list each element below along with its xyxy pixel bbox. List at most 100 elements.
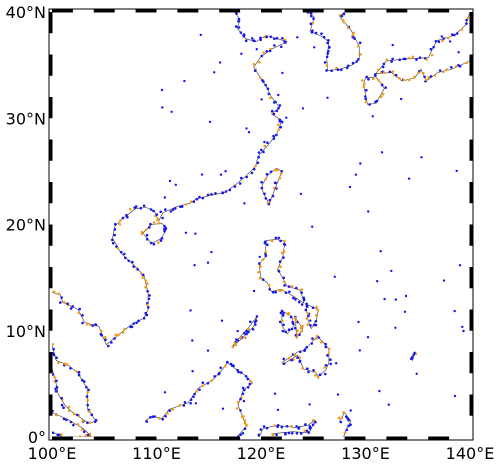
orange-point	[52, 343, 54, 346]
orange-point	[278, 176, 282, 180]
blue-point	[259, 36, 262, 40]
blue-point	[159, 210, 162, 214]
blue-point	[255, 48, 258, 51]
y-tick-label: 30°N	[6, 109, 46, 128]
orange-point	[72, 412, 76, 416]
orange-point	[243, 422, 247, 425]
orange-point	[233, 341, 237, 345]
orange-point	[381, 92, 385, 96]
blue-point	[273, 37, 276, 41]
x-tick-label: 100°E	[28, 444, 77, 463]
frame-border	[48, 8, 474, 441]
blue-point	[125, 213, 128, 217]
blue-point	[250, 171, 254, 175]
orange-point	[254, 164, 257, 168]
blue-point	[307, 431, 311, 434]
blue-point	[453, 309, 456, 313]
blue-point	[201, 381, 205, 385]
blue-point	[365, 75, 369, 79]
coastline	[144, 362, 254, 437]
blue-point	[477, 55, 480, 58]
blue-point	[141, 273, 145, 277]
blue-point	[183, 401, 187, 404]
blue-point	[121, 216, 125, 220]
blue-point	[297, 426, 301, 430]
blue-point	[86, 403, 89, 407]
blue-point	[246, 386, 250, 389]
blue-point	[145, 420, 149, 423]
orange-point	[239, 336, 242, 340]
blue-point	[240, 176, 243, 180]
orange-point	[258, 60, 261, 64]
blue-point	[358, 349, 361, 352]
blue-point	[237, 370, 240, 374]
blue-point	[354, 173, 358, 176]
orange-point	[57, 292, 60, 296]
blue-point	[161, 216, 164, 220]
blue-point	[170, 110, 173, 114]
orange-point	[306, 323, 310, 327]
coastline	[281, 310, 295, 335]
blue-point	[76, 413, 79, 417]
orange-point	[417, 71, 420, 75]
blue-point	[289, 315, 293, 319]
blue-point	[257, 433, 261, 437]
orange-point	[277, 128, 281, 132]
orange-point	[279, 265, 282, 269]
blue-point	[110, 341, 113, 344]
blue-point	[299, 192, 303, 196]
blue-point	[429, 47, 433, 51]
blue-point	[260, 148, 263, 152]
orange-point	[446, 36, 450, 40]
blue-point	[266, 87, 270, 90]
blue-point	[243, 202, 246, 205]
orange-point	[114, 333, 117, 337]
orange-point	[235, 407, 239, 410]
blue-point	[81, 378, 84, 382]
orange-point	[195, 390, 198, 393]
orange-point	[303, 429, 307, 433]
orange-point	[413, 75, 416, 79]
orange-point	[117, 333, 120, 337]
blue-point	[191, 370, 194, 373]
blue-point	[327, 39, 330, 42]
orange-point	[311, 418, 315, 422]
blue-point	[359, 162, 362, 165]
blue-point	[314, 31, 318, 35]
blue-point	[438, 69, 442, 72]
blue-point	[132, 265, 135, 268]
blue-point	[282, 276, 286, 280]
blue-point	[453, 394, 457, 398]
blue-point	[243, 427, 247, 431]
orange-point	[377, 78, 380, 82]
orange-point	[118, 219, 122, 223]
blue-point	[376, 280, 379, 283]
blue-point	[265, 35, 268, 39]
blue-point	[314, 420, 317, 424]
blue-point	[244, 39, 248, 43]
blue-point	[364, 97, 368, 101]
blue-point	[189, 309, 192, 312]
blue-point	[271, 194, 275, 198]
blue-point	[200, 173, 204, 176]
orange-point	[296, 329, 299, 333]
blue-point	[387, 403, 390, 406]
blue-point	[275, 187, 278, 190]
blue-point	[254, 323, 257, 326]
orange-point	[398, 76, 401, 80]
blue-point	[171, 208, 175, 211]
blue-point	[312, 17, 315, 20]
orange-point	[441, 39, 444, 42]
orange-point	[340, 416, 344, 420]
blue-point	[163, 196, 166, 199]
blue-point	[262, 150, 265, 154]
orange-point	[483, 25, 486, 28]
x-tick-label: 140°E	[446, 444, 495, 463]
orange-point	[65, 363, 69, 366]
blue-point	[345, 415, 348, 419]
blue-point	[418, 56, 422, 59]
blue-point	[336, 68, 340, 71]
blue-point	[54, 390, 58, 393]
blue-point	[236, 329, 239, 333]
orange-point	[359, 53, 362, 56]
